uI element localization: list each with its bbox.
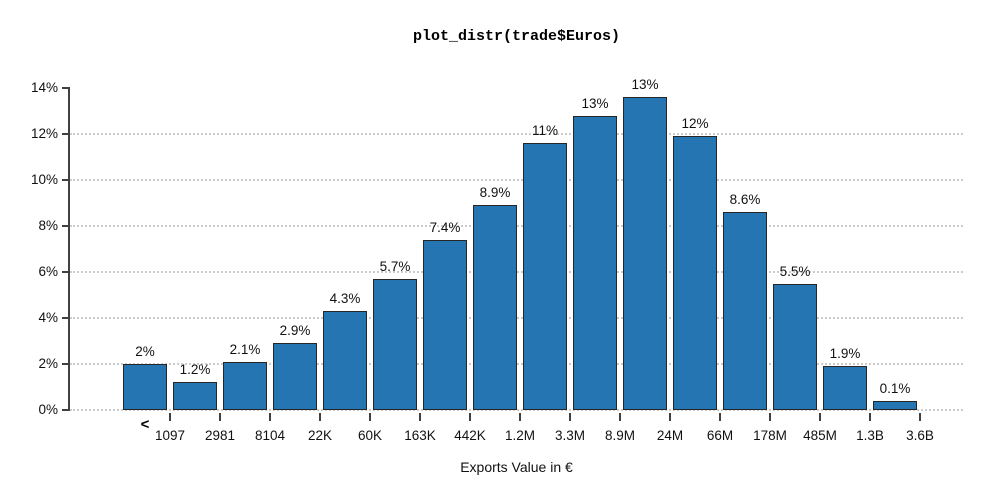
y-axis-tick-label: 8% <box>38 218 58 233</box>
x-axis-tick <box>319 413 321 421</box>
y-gridline <box>70 179 963 181</box>
y-axis-tick <box>62 409 69 411</box>
x-axis-tick <box>219 413 221 421</box>
x-axis-tick-label: 3.3M <box>554 428 585 443</box>
histogram-bar <box>123 364 167 410</box>
y-axis-tick <box>62 317 69 319</box>
y-axis-tick <box>62 225 69 227</box>
x-axis-tick <box>719 413 721 421</box>
histogram-bar <box>873 400 917 410</box>
x-axis-tick <box>519 413 521 421</box>
x-axis-tick <box>769 413 771 421</box>
bar-value-label: 11% <box>531 123 559 139</box>
bar-value-label: 8.6% <box>729 192 761 208</box>
x-axis-tick-label: 178M <box>753 428 787 443</box>
bar-value-label: 12% <box>681 116 709 132</box>
x-axis-tick <box>469 413 471 421</box>
bar-value-label: 4.3% <box>329 291 361 307</box>
x-axis-tick-label: 1.2M <box>504 428 535 443</box>
bar-value-label: 1.2% <box>179 362 211 378</box>
bar-value-label: 0.1% <box>879 380 911 396</box>
y-axis-tick-label: 10% <box>30 172 58 187</box>
bar-value-label: 13% <box>581 95 609 111</box>
bar-value-label: 2.9% <box>279 323 311 339</box>
histogram-bar <box>423 239 467 410</box>
x-axis-tick-label: 24M <box>656 428 684 443</box>
y-axis-line <box>68 87 70 411</box>
histogram-bar <box>573 115 617 410</box>
y-axis-tick <box>62 363 69 365</box>
x-axis-tick <box>269 413 271 421</box>
x-axis-tick <box>369 413 371 421</box>
y-axis-tick <box>62 271 69 273</box>
histogram-bar <box>773 283 817 410</box>
y-axis-tick-label: 14% <box>30 80 58 95</box>
x-axis-tick-label: 22K <box>307 428 333 443</box>
x-axis-tick <box>669 413 671 421</box>
x-axis-tick-label: 3.6B <box>906 428 934 443</box>
y-axis-tick-label: 12% <box>30 126 58 141</box>
bar-value-label: 5.5% <box>779 263 811 279</box>
x-axis-title: Exports Value in € <box>460 459 573 475</box>
histogram-bar <box>223 361 267 410</box>
histogram-bar <box>823 366 867 410</box>
x-axis-tick <box>869 413 871 421</box>
y-axis-tick-label: 2% <box>38 356 58 371</box>
histogram-bar <box>473 205 517 410</box>
bar-value-label: 7.4% <box>429 219 461 235</box>
y-gridline <box>70 409 963 411</box>
y-axis-tick <box>62 133 69 135</box>
x-axis-tick-label: 60K <box>357 428 383 443</box>
x-axis-tick <box>169 413 171 421</box>
bar-value-label: 13% <box>631 77 659 93</box>
histogram-bar <box>323 311 367 410</box>
bar-value-label: 2% <box>135 344 155 359</box>
histogram-bar <box>523 143 567 410</box>
histogram-bar <box>273 343 317 410</box>
x-axis-tick-label: 8104 <box>254 428 286 443</box>
histogram-bar <box>673 136 717 410</box>
x-axis-tick-label: 442K <box>454 428 486 443</box>
histogram-bar <box>723 212 767 410</box>
y-gridline <box>70 133 963 135</box>
y-axis-tick-label: 6% <box>38 264 58 279</box>
histogram-bar <box>373 278 417 410</box>
x-axis-tick-label: 163K <box>404 428 436 443</box>
y-axis-tick <box>62 87 69 89</box>
x-axis-tick-label: 1.3B <box>856 428 884 443</box>
histogram-bar <box>173 382 217 410</box>
x-axis-tick-label: 2981 <box>204 428 236 443</box>
x-axis-tick <box>619 413 621 421</box>
x-axis-tick <box>569 413 571 421</box>
y-axis-tick <box>62 179 69 181</box>
bar-value-label: 2.1% <box>229 341 261 357</box>
bar-value-label: 1.9% <box>829 346 861 362</box>
y-axis-tick-label: 0% <box>38 402 58 417</box>
x-axis-tick-label: 8.9M <box>604 428 635 443</box>
x-axis-tick <box>919 413 921 421</box>
bar-value-label: 8.9% <box>479 185 511 201</box>
less-than-marker: < <box>140 416 150 433</box>
bar-value-label: 5.7% <box>379 258 411 274</box>
y-axis-tick-label: 4% <box>38 310 58 325</box>
x-axis-tick-label: 1097 <box>154 428 186 443</box>
x-axis-tick-label: 66M <box>706 428 734 443</box>
x-axis-tick <box>819 413 821 421</box>
x-axis-tick-label: 485M <box>803 428 837 443</box>
histogram-bar <box>623 97 667 410</box>
chart-title: plot_distr(trade$Euros) <box>412 28 621 45</box>
x-axis-tick <box>419 413 421 421</box>
